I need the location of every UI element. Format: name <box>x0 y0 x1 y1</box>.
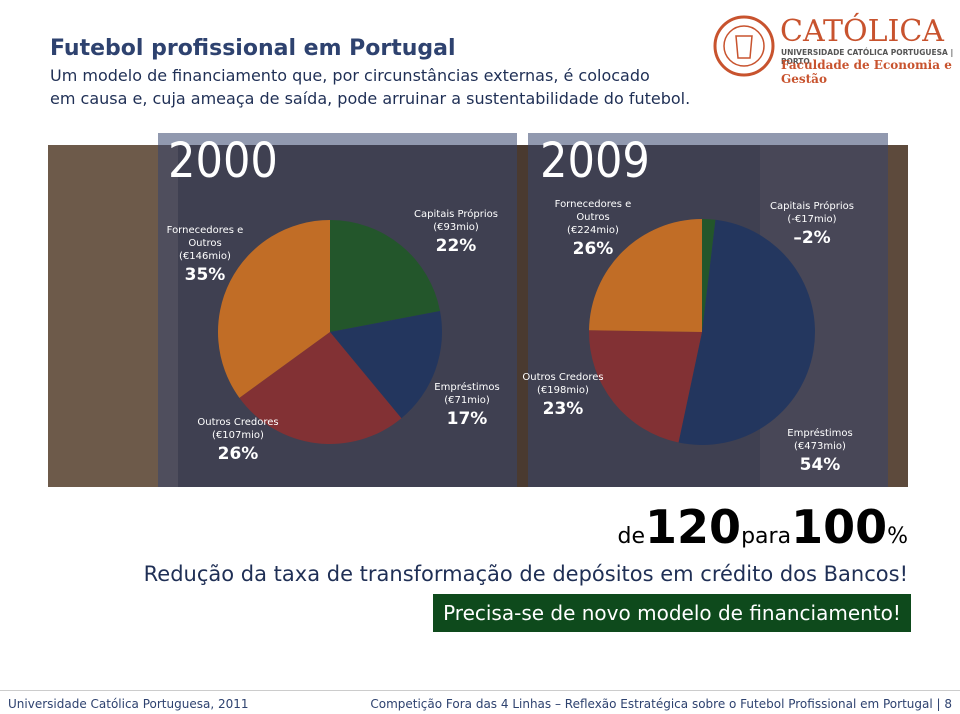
slice-label: Outros Credores (€107mio) 26% <box>190 416 286 466</box>
reduction-text: para <box>741 524 792 549</box>
slice-amount: (-€17mio) <box>787 214 837 225</box>
slice-amount: (€198mio) <box>537 385 589 396</box>
slice-label: Fornecedores e Outros (€224mio) 26% <box>545 198 641 261</box>
slice-percent: 23% <box>542 399 584 419</box>
footer-right: Competição Fora das 4 Linhas – Reflexão … <box>370 697 952 711</box>
reduction-number: 120 <box>645 500 742 554</box>
slice-amount: (€71mio) <box>444 395 490 406</box>
slice-label: Capitais Próprios (-€17mio) –2% <box>764 200 860 250</box>
slice-amount: (€146mio) <box>179 251 231 262</box>
logo-seal <box>713 15 775 77</box>
slice-name: Empréstimos <box>787 428 853 439</box>
footer-rule <box>0 690 960 691</box>
slice-percent: 35% <box>184 265 226 285</box>
slice-percent: 54% <box>799 455 841 475</box>
charts: 2000 2009 <box>48 133 908 487</box>
slice-amount: (€224mio) <box>567 225 619 236</box>
reduction: de120para100% <box>618 500 908 554</box>
pie-slice <box>589 219 702 332</box>
slice-percent: 22% <box>435 236 477 256</box>
slice-name: Outros Credores <box>197 417 279 428</box>
slice-name: Capitais Próprios <box>770 201 854 212</box>
pie-slice <box>678 219 816 445</box>
slice-label: Empréstimos (€473mio) 54% <box>772 427 868 477</box>
chart-title: 2000 <box>168 133 278 189</box>
statement: Redução da taxa de transformação de depó… <box>143 562 908 586</box>
slice-name: Fornecedores e Outros <box>166 225 244 249</box>
pie-slice <box>702 219 716 332</box>
slice-label: Empréstimos (€71mio) 17% <box>419 381 515 431</box>
slice-percent: –2% <box>793 228 831 248</box>
slice-name: Capitais Próprios <box>414 209 498 220</box>
pie-slice <box>589 330 702 443</box>
reduction-text: % <box>887 524 908 549</box>
slice-percent: 17% <box>446 409 488 429</box>
slide-title: Futebol profissional em Portugal <box>50 36 456 61</box>
photo-background <box>48 145 178 487</box>
slice-amount: (€107mio) <box>212 430 264 441</box>
slice-name: Empréstimos <box>434 382 500 393</box>
logo-line: Faculdade de Economia e Gestão <box>781 58 952 86</box>
reduction-number: 100 <box>791 500 888 554</box>
pie-slice <box>330 220 441 332</box>
slice-amount: (€93mio) <box>433 222 479 233</box>
slice-percent: 26% <box>572 239 614 259</box>
slice-amount: (€473mio) <box>794 441 846 452</box>
slice-name: Fornecedores e Outros <box>554 199 632 223</box>
slice-label: Fornecedores e Outros (€146mio) 35% <box>157 224 253 287</box>
logo-line: UNIVERSIDADE CATÓLICA PORTUGUESA | PORTO <box>781 48 954 66</box>
chart-title: 2009 <box>540 133 650 189</box>
subtitle-line: Um modelo de financiamento que, por circ… <box>50 66 650 85</box>
pie-slice <box>330 311 442 419</box>
slice-percent: 26% <box>217 444 259 464</box>
subtitle-line: em causa e, cuja ameaça de saída, pode a… <box>50 89 691 108</box>
reduction-text: de <box>617 524 646 549</box>
slice-label: Outros Credores (€198mio) 23% <box>515 371 611 421</box>
logo-name: CATÓLICA <box>780 14 944 49</box>
slice-name: Outros Credores <box>522 372 604 383</box>
callout: Precisa-se de novo modelo de financiamen… <box>433 594 911 632</box>
pie-slice <box>218 220 330 398</box>
slice-label: Capitais Próprios (€93mio) 22% <box>408 208 504 258</box>
pie-slice <box>239 332 402 444</box>
footer-left: Universidade Católica Portuguesa, 2011 <box>8 697 249 711</box>
